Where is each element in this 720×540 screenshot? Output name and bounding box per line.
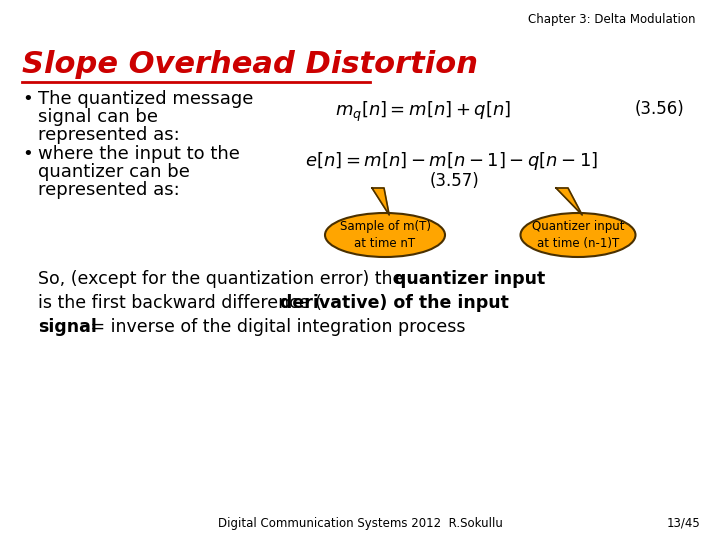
Text: Slope Overhead Distortion: Slope Overhead Distortion (22, 50, 478, 79)
Text: quantizer can be: quantizer can be (38, 163, 190, 181)
Text: So, (except for the quantization error) the: So, (except for the quantization error) … (38, 270, 409, 288)
Text: •: • (22, 90, 32, 108)
Text: $m_q[n]=m[n]+q[n]$: $m_q[n]=m[n]+q[n]$ (335, 100, 511, 124)
Text: $e[n]=m[n]-m[n-1]-q[n-1]$: $e[n]=m[n]-m[n-1]-q[n-1]$ (305, 150, 598, 172)
Text: represented as:: represented as: (38, 181, 180, 199)
Polygon shape (556, 188, 582, 215)
Text: (3.56): (3.56) (635, 100, 685, 118)
Text: •: • (22, 145, 32, 163)
Text: Quantizer input
at time (n-1)T: Quantizer input at time (n-1)T (532, 220, 624, 250)
Text: signal can be: signal can be (38, 108, 158, 126)
Text: signal: signal (38, 318, 97, 336)
Text: The quantized message: The quantized message (38, 90, 253, 108)
Text: is the first backward difference (: is the first backward difference ( (38, 294, 322, 312)
Text: Digital Communication Systems 2012  R.Sokullu: Digital Communication Systems 2012 R.Sok… (217, 517, 503, 530)
Text: represented as:: represented as: (38, 126, 180, 144)
Text: = inverse of the digital integration process: = inverse of the digital integration pro… (85, 318, 466, 336)
Text: derivative) of the input: derivative) of the input (280, 294, 509, 312)
Text: where the input to the: where the input to the (38, 145, 240, 163)
Text: Sample of m(T)
at time nT: Sample of m(T) at time nT (340, 220, 431, 250)
Ellipse shape (521, 213, 636, 257)
Ellipse shape (325, 213, 445, 257)
Text: Chapter 3: Delta Modulation: Chapter 3: Delta Modulation (528, 13, 695, 26)
Text: (3.57): (3.57) (430, 172, 480, 190)
Text: quantizer input: quantizer input (394, 270, 545, 288)
Text: 13/45: 13/45 (666, 517, 700, 530)
Polygon shape (372, 188, 390, 215)
